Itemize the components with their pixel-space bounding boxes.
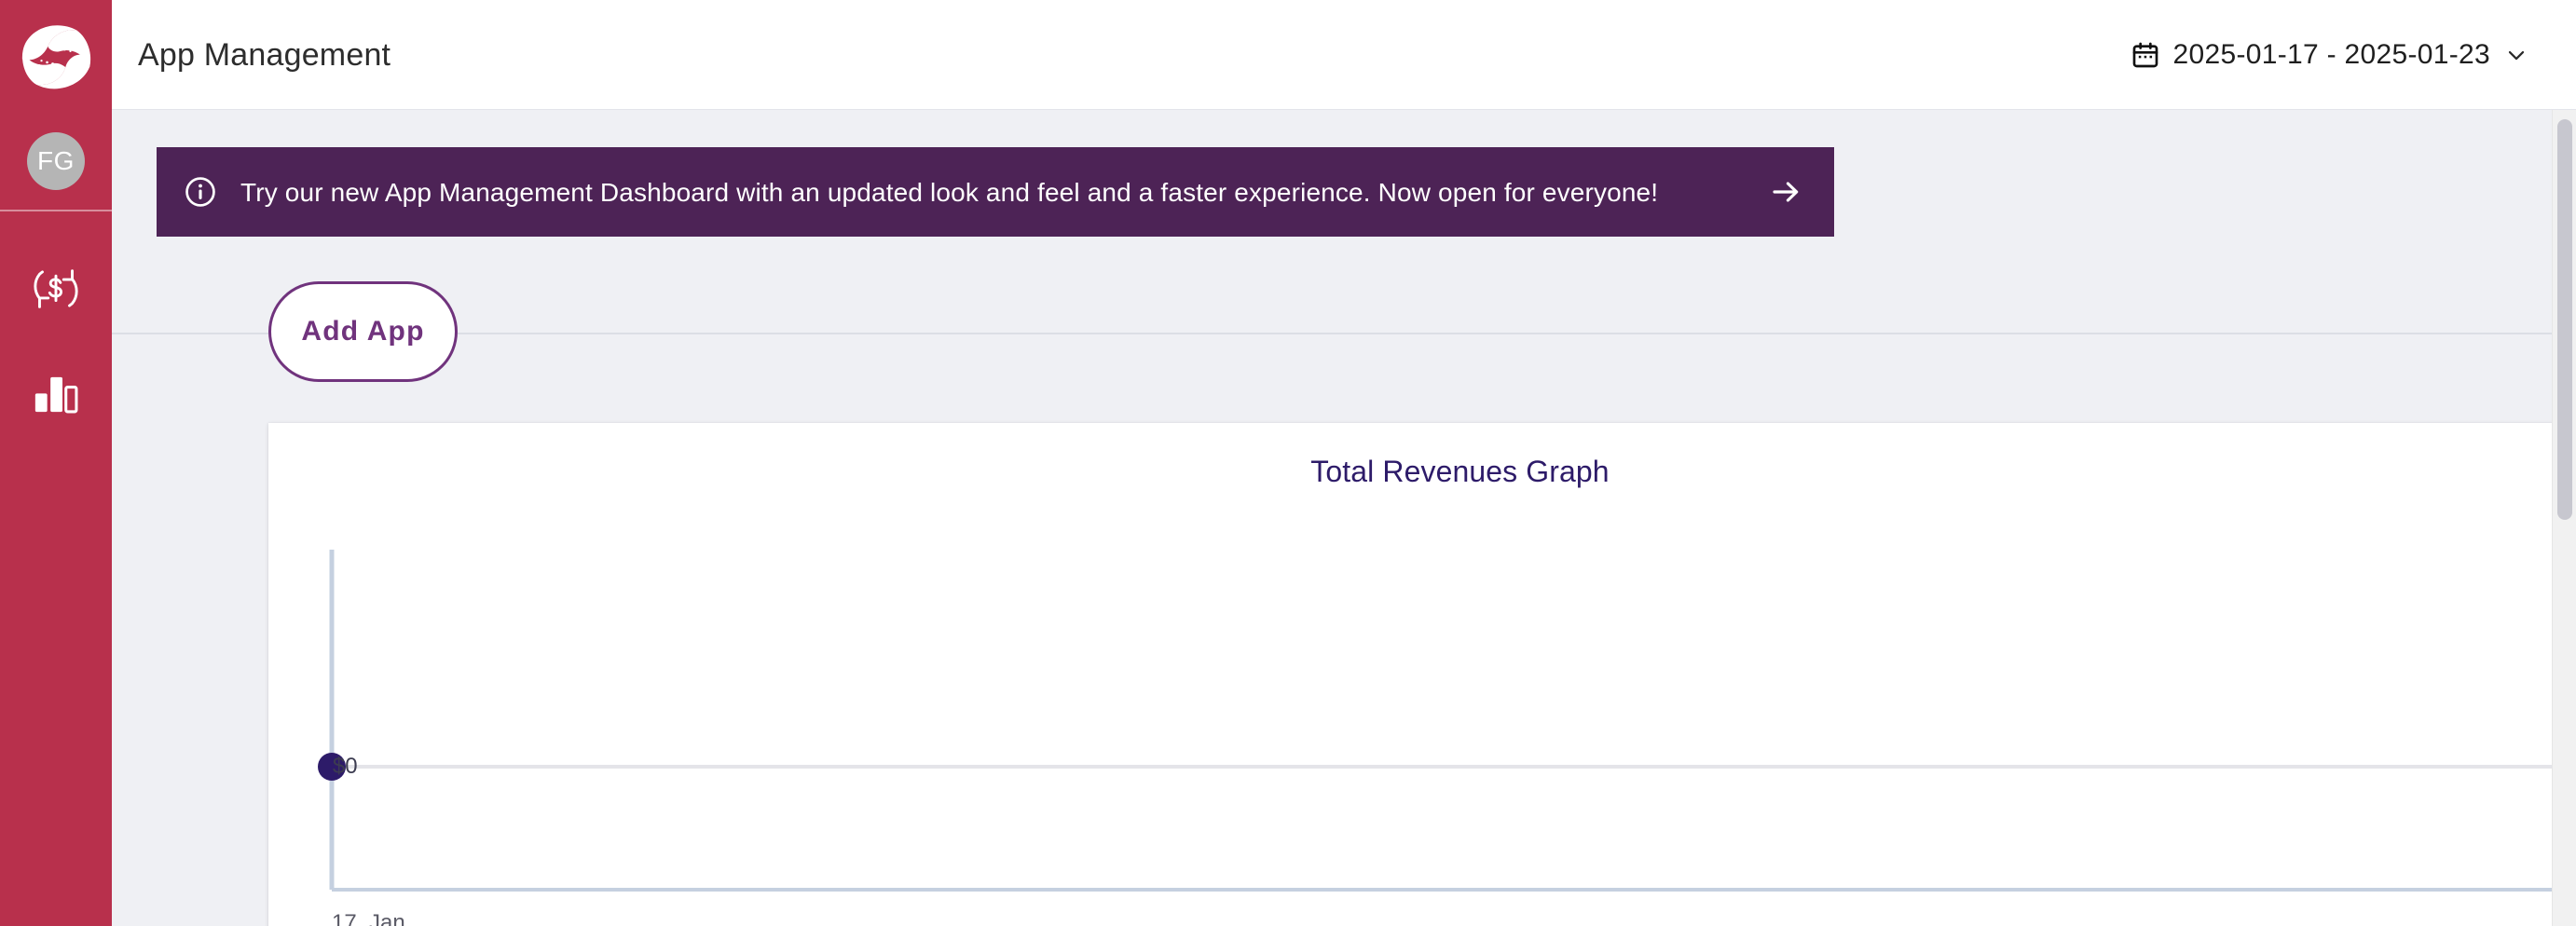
- toolbar-divider: [112, 333, 2576, 334]
- sidebar-item-analytics[interactable]: [0, 340, 112, 443]
- date-range-value: 2025-01-17 - 2025-01-23: [2172, 39, 2490, 70]
- card-title: Total Revenues Graph: [1310, 455, 1610, 488]
- date-range-picker[interactable]: 2025-01-17 - 2025-01-23: [2125, 32, 2535, 78]
- chevron-down-icon[interactable]: [2503, 42, 2529, 68]
- scrollbar-thumb[interactable]: [2557, 119, 2572, 520]
- add-app-button[interactable]: Add App: [268, 281, 458, 382]
- promo-banner[interactable]: Try our new App Management Dashboard wit…: [157, 147, 1834, 237]
- yin-yang-halftone-logo-icon: [16, 16, 96, 96]
- page-title: App Management: [138, 36, 391, 73]
- bar-chart-icon: [30, 365, 82, 417]
- chart-svg: [318, 550, 2572, 892]
- vertical-scrollbar[interactable]: [2552, 110, 2576, 926]
- sidebar-nav: [0, 211, 112, 443]
- avatar[interactable]: FG: [0, 112, 112, 210]
- calendar-icon: [2131, 40, 2160, 70]
- sidebar-item-revenue[interactable]: [0, 238, 112, 340]
- sidebar-divider: [0, 210, 112, 211]
- brand-logo[interactable]: [0, 0, 112, 112]
- toolbar-row: Add App: [112, 281, 2576, 384]
- info-icon: [185, 176, 216, 208]
- dollar-refresh-icon: [29, 262, 83, 316]
- arrow-right-icon[interactable]: [1769, 175, 1802, 209]
- total-revenues-chart: $0 17. Jan: [268, 498, 2576, 926]
- main-area: App Management 2025-01-17 - 2025-01-23: [112, 0, 2576, 926]
- total-revenues-card: Total Revenues Graph $0: [268, 423, 2576, 926]
- data-point-marker[interactable]: [318, 753, 346, 781]
- top-bar: App Management 2025-01-17 - 2025-01-23: [112, 0, 2576, 110]
- content-scroll-area: Try our new App Management Dashboard wit…: [112, 110, 2576, 926]
- sidebar: FG: [0, 0, 112, 926]
- avatar-initials: FG: [27, 131, 85, 190]
- promo-banner-text: Try our new App Management Dashboard wit…: [240, 177, 1659, 207]
